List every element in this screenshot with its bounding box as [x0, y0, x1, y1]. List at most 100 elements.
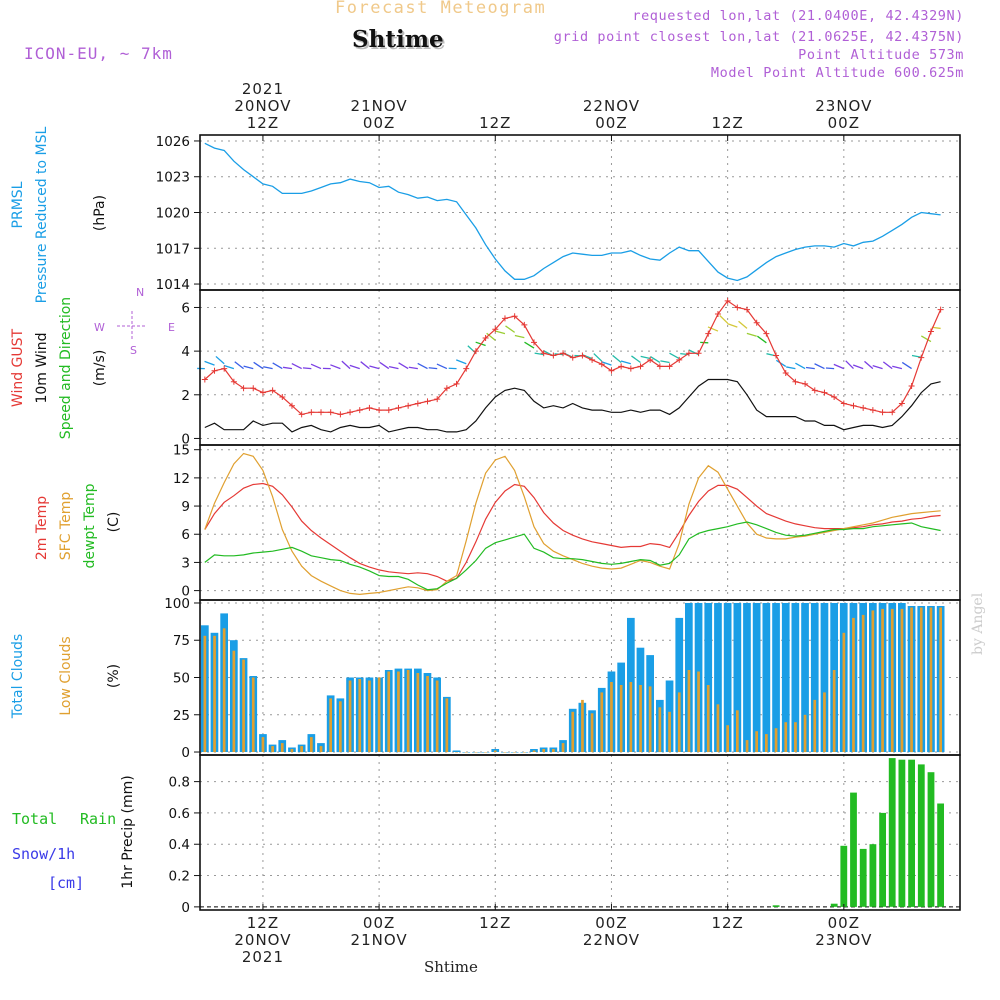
low-clouds-bar: [435, 680, 439, 752]
gust-marker: [927, 328, 934, 335]
low-clouds-bar: [629, 682, 633, 752]
low-clouds-bar: [803, 714, 807, 753]
gust-marker: [579, 352, 586, 359]
top-time-label: 00Z: [828, 114, 860, 132]
gust-marker: [744, 306, 751, 313]
bottom-time-label: 22NOV: [583, 931, 640, 949]
wind-arrow: [852, 364, 864, 370]
bottom-time-label: 21NOV: [351, 931, 408, 949]
wind-arrow: [467, 345, 477, 354]
wind-arrow: [901, 361, 912, 370]
low-clouds-bar: [513, 752, 516, 753]
wind-arrow: [388, 366, 399, 370]
precip-bar: [888, 758, 896, 907]
low-clouds-bar: [416, 673, 420, 752]
low-clouds-bar: [377, 677, 381, 752]
wind-arrow: [795, 362, 806, 370]
gust-marker: [405, 402, 412, 409]
wind-arrow: [253, 361, 264, 370]
low-clouds-bar: [736, 710, 739, 752]
dewpt-line: [204, 521, 941, 591]
total-clouds-bar: [820, 603, 829, 752]
low-clouds-bar: [706, 685, 710, 753]
precip-bar: [927, 772, 935, 907]
y-tick-label: 4: [181, 344, 190, 360]
precip-bar: [879, 812, 886, 907]
pressure-line: [204, 142, 941, 282]
gust-marker: [531, 339, 538, 346]
y-tick-label: 2: [181, 388, 190, 404]
low-clouds-bar: [474, 752, 478, 753]
y-tick-label: 0: [181, 431, 190, 447]
compass-s-label: S: [130, 344, 137, 357]
top-time-label: 22NOV: [583, 97, 640, 115]
low-clouds-bar: [271, 746, 274, 753]
snow-label: Snow/1h: [12, 845, 76, 863]
low-clouds-bar: [619, 685, 623, 753]
forecast-title: Forecast Meteogram: [335, 0, 547, 18]
total-clouds-bar: [704, 603, 713, 752]
wind-arrow: [707, 326, 719, 332]
low-clouds-bar: [310, 737, 313, 752]
wind-arrow: [650, 355, 661, 364]
gust-marker: [463, 365, 470, 372]
wind-arrow: [601, 361, 612, 366]
low-clouds-bar: [280, 743, 284, 752]
gust-marker: [656, 363, 663, 370]
bottom-time-label: 00Z: [363, 914, 395, 932]
gust-marker: [240, 385, 247, 392]
model-altitude: Model Point Altitude 600.625m: [710, 65, 964, 81]
gust-marker: [763, 330, 770, 337]
total-clouds-bar: [714, 603, 722, 752]
top-time-label: 12Z: [479, 114, 511, 132]
wind-arrow: [524, 341, 535, 349]
wind-arrow: [756, 335, 767, 344]
bottom-time-label: 20NOV: [234, 931, 291, 949]
gust-marker: [211, 367, 218, 374]
gust-marker: [637, 363, 644, 370]
y-tick-label: 1026: [156, 134, 190, 150]
gust-marker: [850, 402, 857, 409]
gust-marker: [482, 335, 489, 342]
gust-marker: [550, 352, 557, 359]
gust-marker: [811, 387, 818, 394]
low-clouds-bar: [484, 752, 487, 753]
y-tick-label: 1017: [156, 241, 190, 257]
wind-arrow: [223, 364, 235, 370]
wind-arrow: [428, 367, 438, 370]
gust-marker: [540, 350, 547, 357]
low-clouds-bar: [300, 746, 303, 753]
wind-arrow: [341, 360, 351, 370]
wind-arrow: [738, 320, 748, 329]
rain-total-label: Total: [12, 810, 58, 828]
wind-arrow: [669, 352, 680, 360]
wind-arrow: [911, 354, 922, 358]
rain-label: Rain: [80, 810, 117, 828]
low-clouds-bar: [929, 607, 933, 753]
wind-arrow: [612, 354, 622, 363]
low-clouds-bar: [842, 632, 846, 752]
gust-marker: [443, 385, 450, 392]
wind-arrow: [631, 355, 641, 364]
total-clouds-bar: [452, 750, 461, 752]
panel-background: [200, 445, 960, 600]
low-clouds-bar: [687, 670, 691, 752]
y-tick-label: 75: [173, 633, 190, 649]
wind-arrow: [833, 363, 845, 370]
gust-marker: [521, 321, 528, 328]
wind-arrow: [593, 353, 603, 362]
precip-bar: [772, 905, 780, 907]
bottom-time-label: 23NOV: [815, 931, 872, 949]
wind-arrow: [892, 365, 903, 370]
top-time-label: 00Z: [595, 114, 627, 132]
low-clouds-bar: [571, 711, 575, 752]
total-clouds-bar: [723, 603, 732, 752]
low-clouds-bar: [532, 750, 536, 752]
bottom-time-label: 00Z: [595, 914, 627, 932]
gust-marker: [618, 363, 625, 370]
gust-marker: [705, 330, 712, 337]
precip-bar: [850, 792, 857, 907]
bottom-time-label: 12Z: [479, 914, 511, 932]
low-clouds-bar: [765, 734, 768, 752]
